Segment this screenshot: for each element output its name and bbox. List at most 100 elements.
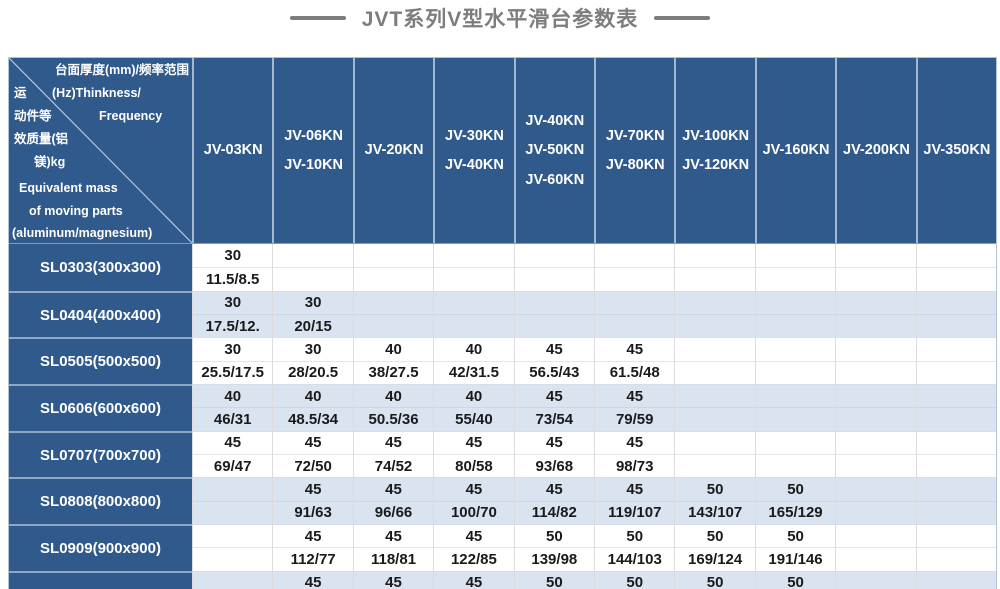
cell-frequency-value: [434, 315, 513, 337]
cell-frequency-value: [273, 268, 352, 291]
table-row: SL0808(800x800) 45 91/63 45 96/66 45 100/70 45 1…: [9, 477, 997, 525]
cell-frequency-value: [917, 315, 996, 337]
table-cell: [754, 431, 836, 478]
cell-thickness-value: 30: [193, 338, 273, 362]
row-header: SL0303(300x300): [9, 244, 192, 291]
cell-frequency-value: [354, 315, 433, 337]
table-cell: [835, 571, 916, 589]
cell-thickness-value: [916, 432, 997, 456]
corner-label-thickness-cn: 台面厚度(mm)/频率范围: [54, 63, 189, 77]
column-header-8: JV-160KN: [754, 58, 836, 243]
cell-frequency-value: [756, 455, 835, 477]
table-cell: 30 17.5/12.: [192, 291, 273, 338]
cell-thickness-value: 40: [353, 385, 434, 409]
column-header-label: JV-06KN: [284, 127, 344, 144]
cell-thickness-value: 45: [353, 432, 434, 456]
table-cell: [754, 385, 836, 431]
table-cell: [754, 338, 836, 385]
cell-thickness-value: 45: [595, 478, 675, 502]
cell-thickness-value: 45: [353, 478, 434, 502]
cell-frequency-value: 61.5/48: [609, 364, 660, 382]
cell-thickness-value: [193, 572, 272, 589]
cell-thickness-value: [916, 338, 997, 362]
cell-frequency-value: [675, 362, 754, 384]
cell-thickness-value: 45: [434, 432, 514, 456]
cell-frequency-value: [917, 548, 996, 570]
table-cell: 40 50.5/36: [352, 385, 434, 431]
table-cell: [915, 431, 997, 478]
cell-frequency-value: 72/50: [294, 457, 332, 475]
cell-thickness-value: 45: [273, 478, 353, 502]
cell-frequency-value: [836, 502, 915, 524]
cell-thickness-value: [353, 244, 434, 268]
table-row: SL0404(400x400) 30 17.5/12. 30 20/15: [9, 290, 997, 338]
cell-thickness-value: [916, 525, 997, 549]
cell-thickness-value: 45: [514, 432, 595, 456]
cell-thickness-value: [514, 292, 595, 316]
cell-frequency-value: 91/63: [294, 504, 332, 522]
cell-frequency-value: 73/54: [535, 411, 574, 429]
title-left-rule: [289, 16, 346, 20]
cell-frequency-value: 143/107: [688, 504, 743, 522]
table-cell: [594, 244, 675, 291]
corner-label-mass-en-2: of moving parts: [29, 204, 123, 218]
table-cell: 45 74/52: [352, 431, 434, 478]
cell-frequency-value: 48.5/34: [288, 411, 339, 429]
corner-label-mass-cn-4: 镁)kg: [34, 155, 66, 169]
cell-thickness-value: [755, 338, 836, 362]
table-cell: 40 48.5/34: [272, 385, 353, 431]
table-cell: [352, 244, 434, 291]
column-header-5: JV-40KN JV-50KN JV-60KN: [513, 58, 595, 243]
table-cell: 45 112/77: [272, 525, 353, 571]
row-header: SL0909(900x900): [9, 524, 192, 571]
cell-thickness-value: [273, 244, 353, 268]
table-cell: [915, 385, 997, 431]
table-cell: [192, 478, 273, 525]
cell-frequency-value: 96/66: [374, 504, 413, 522]
table-row: SL0606(600x600) 40 46/31 40 48.5/34 40 50.5/36…: [9, 384, 997, 431]
cell-thickness-value: 45: [273, 572, 352, 589]
cell-frequency-value: [756, 362, 835, 384]
table-cell: 45 98/73: [594, 431, 675, 478]
table-cell: 45 91/63: [272, 478, 353, 525]
table-row: SL0707(700x700) 45 69/47 45 72/50 45 74/52 45 80…: [9, 430, 997, 478]
table-cell: [513, 291, 595, 338]
column-header-6: JV-70KN JV-80KN: [594, 58, 675, 243]
table-cell: 45 80/58: [433, 431, 514, 478]
cell-thickness-value: [836, 385, 916, 409]
table-cell: 50 191/146: [754, 525, 836, 571]
cell-thickness-value: [916, 244, 997, 268]
corner-label-mass-en-3: (aluminum/magnesium): [12, 226, 153, 240]
cell-frequency-value: [836, 268, 915, 291]
cell-thickness-value: 30: [193, 244, 273, 268]
cell-frequency-value: [917, 455, 996, 477]
table-cell: 45 69/47: [192, 431, 273, 478]
table-cell: [835, 338, 916, 385]
cell-frequency-value: [756, 408, 835, 430]
corner-label-mass-cn-3: 效质量(铝: [14, 132, 69, 146]
table-cell: [674, 244, 755, 291]
column-header-label: JV-350KN: [923, 142, 991, 159]
cell-frequency-value: 17.5/12.: [205, 317, 260, 335]
cell-thickness-value: 50: [595, 572, 674, 589]
cell-thickness-value: [755, 292, 836, 316]
table-cell: [272, 244, 353, 291]
table-cell: [915, 244, 997, 291]
column-header-2: JV-06KN JV-10KN: [272, 58, 353, 243]
table-cell: [835, 291, 916, 338]
cell-thickness-value: 40: [353, 338, 434, 362]
corner-header-cell: 台面厚度(mm)/频率范围 运 (Hz)Thinkness/ 动件等 Frequ…: [9, 58, 192, 243]
table-cell: 50 139/98: [513, 525, 595, 571]
title-right-rule: [654, 16, 711, 20]
cell-thickness-value: [917, 572, 996, 589]
cell-thickness-value: [595, 244, 675, 268]
cell-frequency-value: [675, 268, 754, 291]
cell-frequency-value: [515, 315, 594, 337]
table-cell: [433, 291, 514, 338]
cell-thickness-value: 40: [193, 385, 273, 409]
column-header-label: JV-160KN: [762, 142, 830, 159]
cell-frequency-value: [756, 315, 835, 337]
cell-frequency-value: 25.5/17.5: [201, 364, 264, 382]
table-cell: [674, 291, 755, 338]
cell-frequency-value: 144/103: [607, 551, 662, 569]
